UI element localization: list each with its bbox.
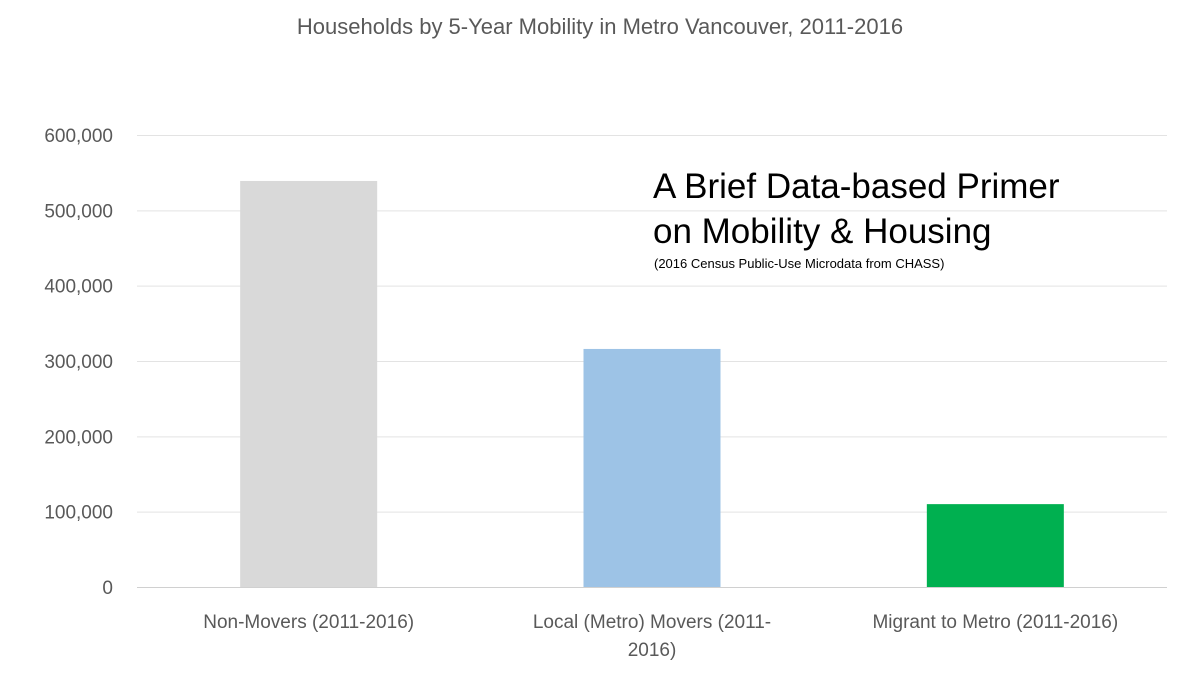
y-tick-label: 400,000 [44, 277, 113, 298]
bar [240, 180, 378, 587]
y-tick-label: 500,000 [44, 201, 113, 222]
y-tick-label: 300,000 [44, 352, 113, 373]
bar [926, 504, 1064, 587]
annotation-heading: A Brief Data-based Primer on Mobility & … [653, 164, 1060, 254]
annotation-line-2: on Mobility & Housing [653, 212, 992, 251]
bar [583, 348, 721, 587]
y-tick-label: 0 [102, 578, 113, 599]
x-tick-label: Local (Metro) Movers (2011- [533, 612, 771, 633]
annotation-subtitle: (2016 Census Public-Use Microdata from C… [654, 256, 945, 271]
x-tick-label: Non-Movers (2011-2016) [203, 612, 414, 633]
annotation-line-1: A Brief Data-based Primer [653, 167, 1060, 206]
x-tick-label: Migrant to Metro (2011-2016) [872, 612, 1118, 633]
chart-title: Households by 5-Year Mobility in Metro V… [296, 14, 904, 39]
x-tick-label: 2016) [628, 640, 677, 661]
y-tick-label: 200,000 [44, 427, 113, 448]
y-tick-label: 600,000 [44, 126, 113, 147]
y-tick-label: 100,000 [44, 503, 113, 524]
